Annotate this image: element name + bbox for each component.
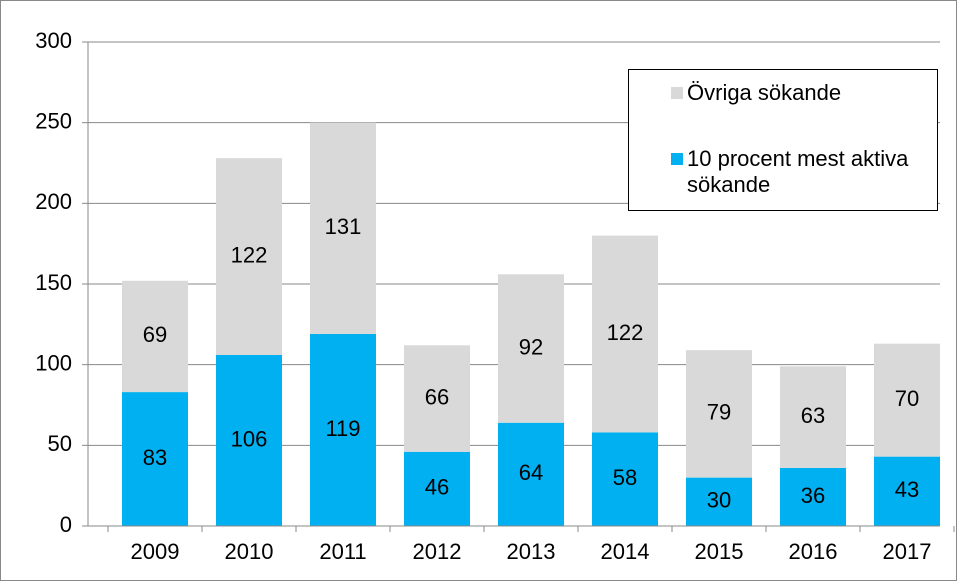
data-label: 79 bbox=[707, 400, 731, 425]
bar-segment bbox=[216, 354, 282, 526]
bar-segment bbox=[310, 122, 376, 335]
data-label: 119 bbox=[325, 416, 360, 441]
data-label: 122 bbox=[231, 242, 268, 267]
bar-segment bbox=[404, 345, 470, 452]
legend-swatch bbox=[671, 153, 683, 165]
data-label: 69 bbox=[143, 322, 167, 347]
x-tick-label: 2014 bbox=[601, 539, 650, 564]
y-tick-label: 250 bbox=[35, 108, 72, 133]
x-tick-label: 2009 bbox=[131, 539, 180, 564]
bar-segment bbox=[686, 477, 752, 526]
x-tick-label: 2012 bbox=[413, 539, 462, 564]
bar-segment bbox=[404, 451, 470, 526]
bar-segment bbox=[780, 467, 846, 526]
y-tick-label: 50 bbox=[48, 431, 72, 456]
x-tick-label: 2010 bbox=[225, 539, 274, 564]
legend-label: 10 procent mest aktiva sökande bbox=[687, 146, 909, 197]
bar-segment bbox=[874, 343, 940, 457]
bar-segment bbox=[498, 422, 564, 526]
data-label: 64 bbox=[519, 460, 543, 485]
x-tick-label: 2016 bbox=[789, 539, 838, 564]
legend-entry: 10 procent mest aktiva sökande bbox=[671, 146, 921, 198]
y-tick-label: 150 bbox=[35, 270, 72, 295]
data-label: 63 bbox=[801, 403, 825, 428]
x-tick-label: 2013 bbox=[507, 539, 556, 564]
data-label: 36 bbox=[801, 483, 825, 508]
bar-segment bbox=[686, 350, 752, 478]
legend-entry: Övriga sökande bbox=[671, 80, 921, 106]
y-tick-label: 0 bbox=[60, 512, 72, 537]
bar-segment bbox=[592, 235, 658, 433]
x-tick-label: 2015 bbox=[695, 539, 744, 564]
bar-segment bbox=[122, 280, 188, 393]
bar-segment bbox=[216, 158, 282, 355]
data-label: 30 bbox=[707, 488, 731, 513]
data-label: 66 bbox=[425, 384, 449, 409]
legend: Övriga sökande 10 procent mest aktiva sök… bbox=[628, 69, 938, 211]
bar-segment bbox=[310, 334, 376, 526]
data-label: 58 bbox=[613, 465, 637, 490]
data-label: 83 bbox=[143, 445, 167, 470]
bar-segment bbox=[592, 432, 658, 526]
y-tick-label: 200 bbox=[35, 189, 72, 214]
x-tick-label: 2011 bbox=[319, 539, 366, 564]
data-label: 122 bbox=[607, 320, 644, 345]
legend-swatch bbox=[671, 87, 683, 99]
y-tick-label: 300 bbox=[35, 28, 72, 53]
legend-label: Övriga sökande bbox=[687, 80, 842, 105]
y-tick-label: 100 bbox=[35, 350, 72, 375]
data-label: 92 bbox=[519, 334, 543, 359]
bar-segment bbox=[122, 392, 188, 526]
x-tick-label: 2017 bbox=[883, 539, 932, 564]
data-label: 46 bbox=[425, 475, 449, 500]
bar-segment bbox=[874, 456, 940, 526]
bar-segment bbox=[780, 366, 846, 468]
bar-segment bbox=[498, 274, 564, 423]
data-label: 106 bbox=[231, 426, 268, 451]
data-label: 43 bbox=[895, 477, 919, 502]
data-label: 70 bbox=[895, 386, 919, 411]
data-label: 131 bbox=[325, 214, 362, 239]
